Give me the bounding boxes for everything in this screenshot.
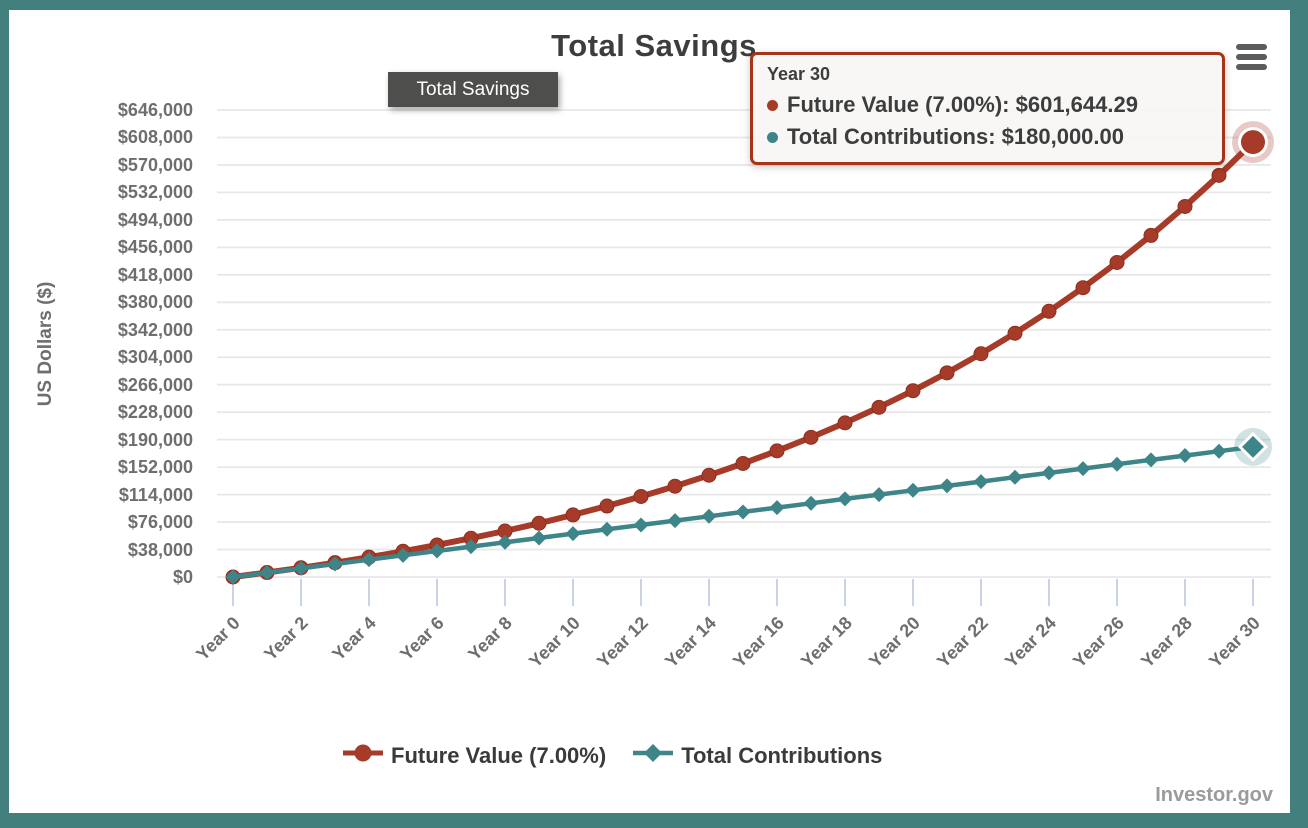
- total-contributions-point[interactable]: [1075, 461, 1091, 477]
- y-axis-tick-label: $190,000: [117, 429, 193, 450]
- total-contributions-point[interactable]: [939, 478, 955, 494]
- total-contributions-point[interactable]: [837, 491, 853, 507]
- hover-tooltip-row-text: Future Value (7.00%): $601,644.29: [787, 92, 1138, 117]
- legend-item-future-value[interactable]: Future Value (7.00%): [342, 742, 606, 769]
- total-contributions-point[interactable]: [293, 560, 309, 576]
- total-contributions-point[interactable]: [701, 508, 717, 524]
- future-value-point[interactable]: [667, 478, 683, 494]
- future-value-point[interactable]: [1177, 198, 1193, 214]
- hamburger-menu-icon: [1236, 54, 1267, 60]
- total-contributions-point[interactable]: [327, 556, 343, 572]
- y-axis-tick-label: $380,000: [117, 292, 193, 313]
- future-value-point[interactable]: [565, 507, 581, 523]
- hover-tooltip-row-text: Total Contributions: $180,000.00: [787, 124, 1125, 149]
- hover-tooltip: Year 30 Future Value (7.00%): $601,644.2…: [750, 52, 1225, 165]
- chart-title: Total Savings: [551, 28, 757, 63]
- total-contributions-point[interactable]: [429, 543, 445, 559]
- total-contributions-end-point[interactable]: [1237, 431, 1269, 462]
- total-contributions-point[interactable]: [361, 552, 377, 568]
- total-contributions-point[interactable]: [735, 504, 751, 520]
- future-value-point[interactable]: [1109, 254, 1125, 270]
- future-value-point[interactable]: [1041, 303, 1057, 319]
- y-axis-tick-label: $646,000: [117, 100, 193, 120]
- future-value-point[interactable]: [701, 467, 717, 483]
- total-contributions-point[interactable]: [871, 487, 887, 503]
- future-value-point[interactable]: [599, 498, 615, 514]
- y-axis-tick-label: $228,000: [117, 402, 193, 423]
- total-contributions-point[interactable]: [1109, 456, 1125, 472]
- chart-legend: Future Value (7.00%) Total Contributions: [342, 742, 882, 769]
- legend-item-total-contributions[interactable]: Total Contributions: [632, 742, 882, 769]
- y-axis-tick-label: $456,000: [117, 237, 193, 258]
- chart-menu-button[interactable]: [1236, 44, 1267, 71]
- total-contributions-point[interactable]: [395, 547, 411, 563]
- future-value-point[interactable]: [769, 443, 785, 459]
- y-axis-tick-label: $342,000: [117, 319, 193, 340]
- total-contributions-point[interactable]: [497, 534, 513, 550]
- total-contributions-point[interactable]: [1007, 469, 1023, 485]
- total-contributions-point[interactable]: [1177, 448, 1193, 464]
- hamburger-menu-icon: [1236, 64, 1267, 70]
- total-contributions-point[interactable]: [565, 526, 581, 542]
- hamburger-menu-icon: [1236, 44, 1267, 50]
- future-value-point[interactable]: [973, 346, 989, 362]
- total-contributions-point[interactable]: [905, 482, 921, 498]
- chart-title-tooltip: Total Savings: [388, 72, 558, 107]
- total-contributions-bullet-icon: [767, 131, 778, 143]
- total-contributions-marker-icon: [632, 742, 674, 769]
- future-value-point[interactable]: [735, 455, 751, 471]
- total-contributions-point[interactable]: [531, 530, 547, 546]
- total-contributions-point[interactable]: [633, 517, 649, 533]
- future-value-point[interactable]: [837, 415, 853, 431]
- y-axis-tick-label: $570,000: [117, 154, 193, 175]
- y-axis-tick-label: $418,000: [117, 264, 193, 285]
- future-value-point[interactable]: [871, 399, 887, 415]
- y-axis-tick-label: $0: [172, 567, 193, 587]
- hover-tooltip-row-total-contributions: Total Contributions: $180,000.00: [765, 121, 1210, 153]
- y-axis-tick-label: $494,000: [117, 209, 193, 230]
- hover-tooltip-row-future-value: Future Value (7.00%): $601,644.29: [765, 89, 1210, 121]
- total-contributions-point[interactable]: [973, 474, 989, 490]
- total-contributions-point[interactable]: [1041, 465, 1057, 481]
- y-axis-tick-label: $266,000: [117, 374, 193, 395]
- investor-gov-watermark: Investor.gov: [1155, 784, 1273, 806]
- future-value-marker-icon: [342, 742, 384, 769]
- future-value-point[interactable]: [1075, 280, 1091, 296]
- future-value-point[interactable]: [1007, 325, 1023, 341]
- total-contributions-point[interactable]: [259, 565, 275, 581]
- y-axis-tick-label: $152,000: [117, 457, 193, 478]
- future-value-point[interactable]: [531, 515, 547, 531]
- y-axis-tick-label: $608,000: [117, 127, 193, 148]
- y-axis-tick-label: $114,000: [118, 484, 193, 505]
- future-value-point[interactable]: [1211, 167, 1227, 183]
- total-contributions-point[interactable]: [1211, 443, 1227, 459]
- legend-label: Total Contributions: [681, 742, 883, 768]
- total-contributions-point[interactable]: [803, 495, 819, 511]
- total-contributions-point[interactable]: [769, 500, 785, 516]
- hover-tooltip-year: Year 30: [767, 64, 831, 84]
- future-value-bullet-icon: [767, 99, 778, 111]
- total-contributions-point[interactable]: [463, 539, 479, 555]
- y-axis-tick-label: $304,000: [117, 347, 193, 368]
- total-contributions-point[interactable]: [599, 521, 615, 537]
- future-value-point[interactable]: [905, 383, 921, 399]
- total-contributions-point[interactable]: [225, 569, 241, 585]
- total-contributions-point[interactable]: [1143, 452, 1159, 468]
- total-contributions-point[interactable]: [667, 513, 683, 529]
- legend-label: Future Value (7.00%): [391, 742, 607, 768]
- future-value-point[interactable]: [803, 429, 819, 445]
- future-value-point[interactable]: [939, 365, 955, 381]
- future-value-point[interactable]: [633, 488, 649, 504]
- y-axis-tick-label: $532,000: [117, 182, 193, 203]
- future-value-end-point[interactable]: [1241, 130, 1265, 155]
- y-axis-tick-label: $76,000: [127, 512, 193, 533]
- y-axis-tick-label: $38,000: [127, 539, 193, 560]
- future-value-point[interactable]: [1143, 227, 1159, 243]
